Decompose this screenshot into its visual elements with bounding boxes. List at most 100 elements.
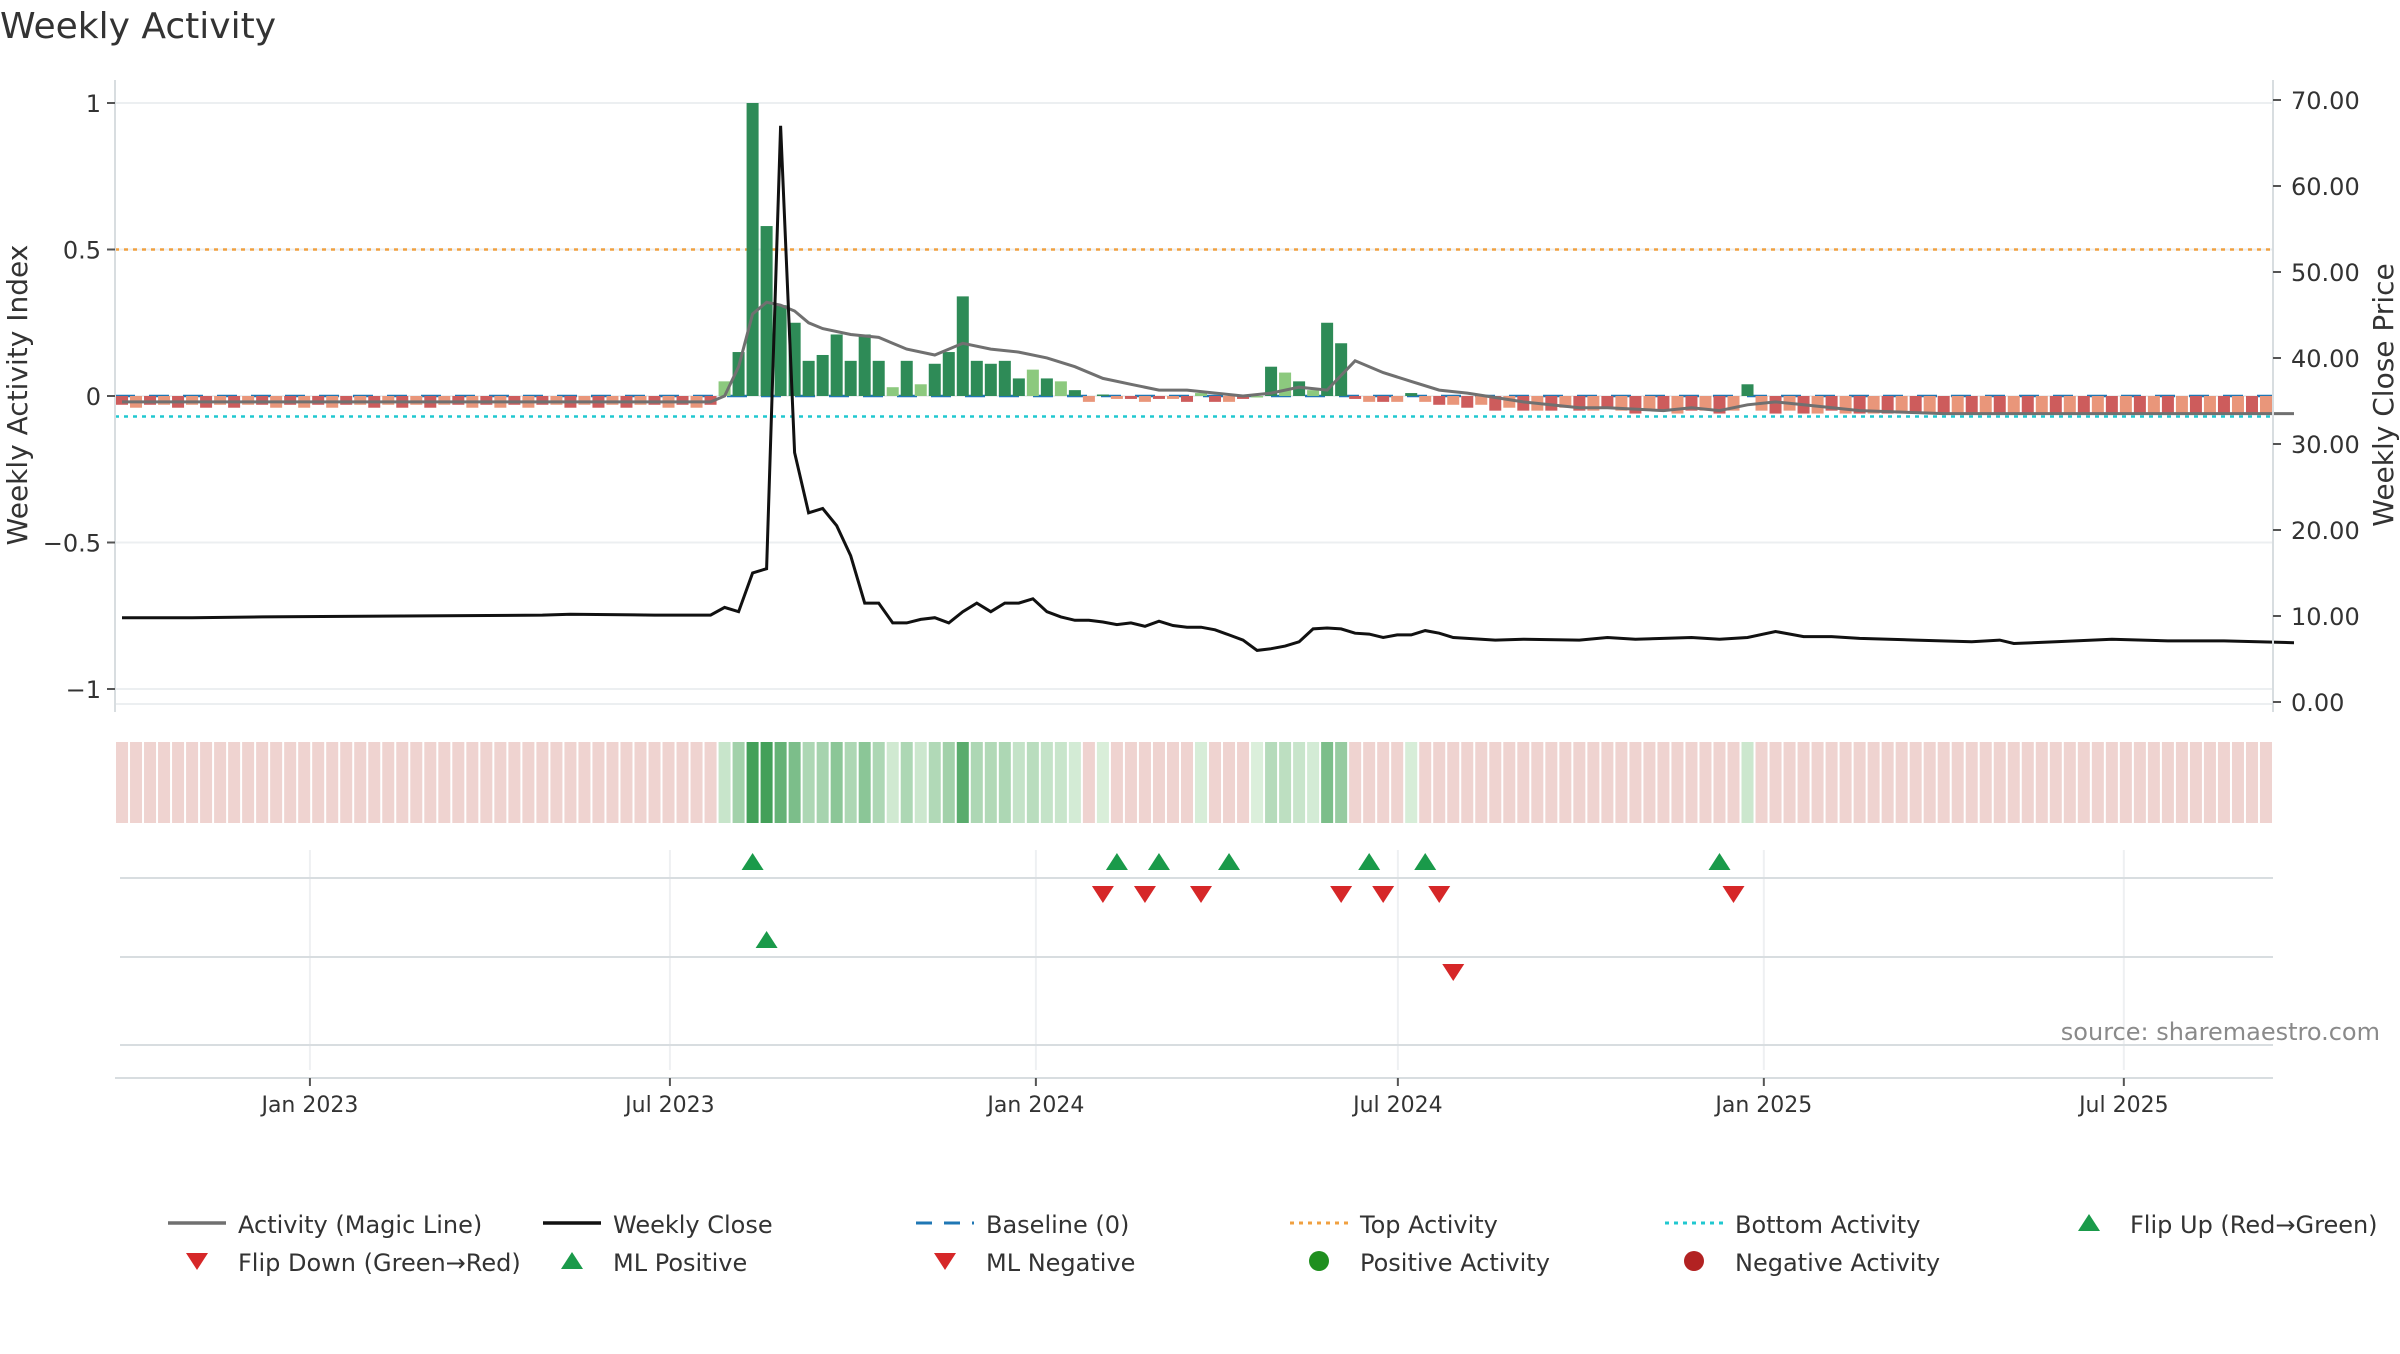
legend-label: Activity (Magic Line) [238,1211,482,1239]
activity-bar [1138,396,1151,402]
strip-cell [1040,742,1053,823]
activity-bar [886,387,899,396]
strip-cell [1195,742,1208,823]
activity-bar [1377,396,1390,402]
activity-bar [1475,396,1488,405]
activity-bar [536,396,549,405]
strip-cell [1026,742,1039,823]
activity-bar [158,396,171,405]
activity-bar [242,396,255,405]
x-axis: Jan 2023 Jul 2023 Jan 2024 Jul 2024 Jan 2025… [115,1077,2273,1118]
activity-bar [1026,369,1039,396]
weekly-close-line [122,125,2295,652]
activity-bar [914,384,927,396]
strip-cell [1713,742,1726,823]
y-tick-label-right: 20.00 [2291,517,2360,545]
activity-bar [634,396,647,405]
activity-bar [214,396,227,405]
strip-cell [1727,742,1740,823]
y-tick-label-left: −0.5 [43,530,101,558]
legend-item: ML Positive [561,1249,747,1277]
activity-bar [438,396,451,405]
strip-cell [592,742,605,823]
strip-cell [1839,742,1852,823]
ml-negative-marker [1442,964,1465,981]
strip-cell [144,742,157,823]
strip-cell [1335,742,1348,823]
strip-cell [1166,742,1179,823]
legend-item: Flip Down (Green→Red) [186,1249,521,1277]
strip-cell [1447,742,1460,823]
strip-cell [1475,742,1488,823]
strip-cell [1629,742,1642,823]
activity-bar [340,396,353,405]
legend-label: ML Negative [986,1249,1135,1277]
strip-cell [1152,742,1165,823]
strip-cell [2091,742,2104,823]
strip-cell [956,742,969,823]
activity-bar [2105,396,2118,414]
strip-cell [872,742,885,823]
legend-swatch-triangle-down [186,1253,208,1270]
activity-bar [1195,393,1208,396]
activity-bar [1391,396,1404,402]
strip-cell [2189,742,2202,823]
legend-label: Positive Activity [1360,1249,1550,1277]
strip-cell [508,742,521,823]
source-credit: source: sharemaestro.com [2061,1018,2380,1046]
strip-cell [746,742,759,823]
strip-cell [1377,742,1390,823]
activity-bar [1699,396,1712,411]
flip-down-marker [1190,886,1213,903]
legend-item: Negative Activity [1684,1249,1940,1277]
activity-bar [746,103,759,396]
y-tick-label-left: 0 [86,383,101,411]
strip-cell [676,742,689,823]
flip-up-marker [1147,853,1170,870]
strip-cell [2049,742,2062,823]
activity-bar [984,363,997,396]
activity-bar [2231,396,2244,414]
activity-bar [1993,396,2006,414]
activity-bar [1096,394,1109,397]
y-tick-label-right: 70.00 [2291,87,2360,115]
strip-cell [802,742,815,823]
strip-cell [2021,742,2034,823]
strip-cell [1237,742,1250,823]
activity-bar [1363,396,1376,402]
strip-cell [1349,742,1362,823]
strip-cell [116,742,129,823]
activity-bar [116,396,129,405]
strip-cell [1993,742,2006,823]
strip-cell [2217,742,2230,823]
legend-swatch-triangle-up [561,1252,583,1269]
activity-bar [872,360,885,396]
strip-cell [466,742,479,823]
strip-cell [298,742,311,823]
activity-bar [144,396,157,405]
activity-bar [2259,396,2272,414]
strip-cell [1391,742,1404,823]
strip-cell [1783,742,1796,823]
activity-bar [1881,396,1894,414]
flip-up-marker [1358,853,1381,870]
strip-cell [1895,742,1908,823]
activity-bar [1251,396,1264,398]
activity-bar [1951,396,1964,414]
legend-item: Baseline (0) [916,1211,1129,1239]
legend: Activity (Magic Line) Weekly Close Baselin… [168,1211,2378,1277]
legend-item: Top Activity [1290,1211,1498,1239]
activity-bar [998,360,1011,396]
legend-label: Flip Up (Red→Green) [2130,1211,2378,1239]
activity-bar [2203,396,2216,414]
strip-cell [284,742,297,823]
strip-cell [1082,742,1095,823]
legend-item: Flip Up (Red→Green) [2078,1211,2378,1239]
flip-up-marker [1708,853,1731,870]
activity-bar [1447,396,1460,405]
strip-cell [2119,742,2132,823]
activity-bar [1433,396,1446,405]
activity-bars [116,103,2272,414]
legend-label: Flip Down (Green→Red) [238,1249,521,1277]
activity-bar [2245,396,2258,414]
